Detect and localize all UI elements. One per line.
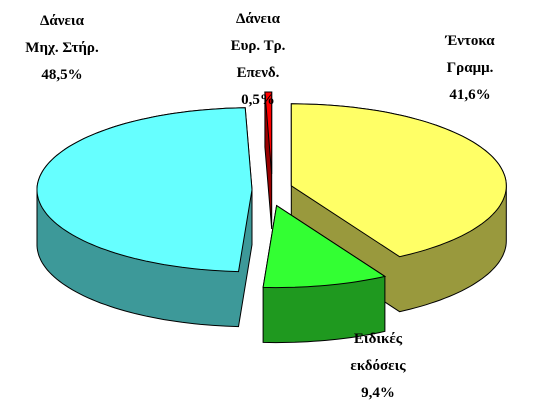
slice-label: Ειδικές εκδόσεις 9,4% bbox=[350, 326, 405, 406]
category-label: Έντοκα Γραμμ. bbox=[445, 33, 495, 76]
slice bbox=[264, 91, 273, 175]
value-label: 41,6% bbox=[449, 87, 491, 103]
category-label: Δάνεια Μηχ. Στήρ. bbox=[25, 13, 99, 56]
slice-label: Δάνεια Μηχ. Στήρ. 48,5% bbox=[25, 8, 98, 89]
slice-label: Έντοκα Γραμμ. 41,6% bbox=[445, 28, 494, 109]
value-label: 9,4% bbox=[361, 385, 395, 401]
category-label: Ειδικές εκδόσεις bbox=[350, 331, 406, 374]
slice bbox=[36, 107, 253, 273]
value-label: 0,5% bbox=[241, 92, 275, 108]
value-label: 48,5% bbox=[41, 67, 83, 83]
slice bbox=[290, 103, 507, 258]
category-label: Δάνεια Ευρ. Τρ. Επενδ. bbox=[230, 11, 286, 81]
slice bbox=[262, 204, 387, 289]
slice-label: Δάνεια Ευρ. Τρ. Επενδ. 0,5% bbox=[231, 6, 286, 114]
